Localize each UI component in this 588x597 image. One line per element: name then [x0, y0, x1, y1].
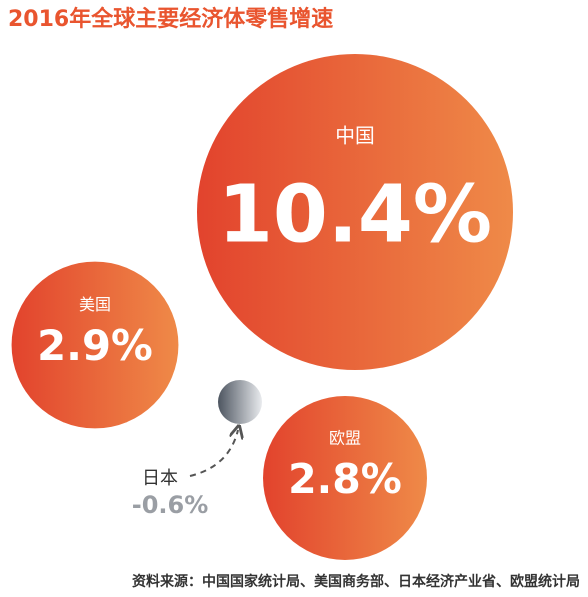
- chart-title: 2016年全球主要经济体零售增速: [8, 6, 333, 32]
- bubble: [11, 261, 179, 429]
- bubble: [263, 396, 427, 560]
- bubble-category: 日本: [142, 468, 178, 489]
- bubble-value: 10.4%: [218, 168, 492, 260]
- bubble-category: 中国: [335, 124, 375, 147]
- bubble-value: -0.6%: [132, 491, 209, 519]
- arrow: [189, 430, 238, 477]
- bubble-category: 欧盟: [329, 429, 361, 448]
- bubble-value: 2.8%: [288, 455, 402, 503]
- bubble-category: 美国: [79, 295, 111, 314]
- bubble: [197, 54, 513, 370]
- bubble-value: 2.9%: [37, 321, 153, 370]
- bubble: [218, 380, 262, 424]
- source-note: 资料来源：中国国家统计局、美国商务部、日本经济产业省、欧盟统计局: [132, 573, 580, 590]
